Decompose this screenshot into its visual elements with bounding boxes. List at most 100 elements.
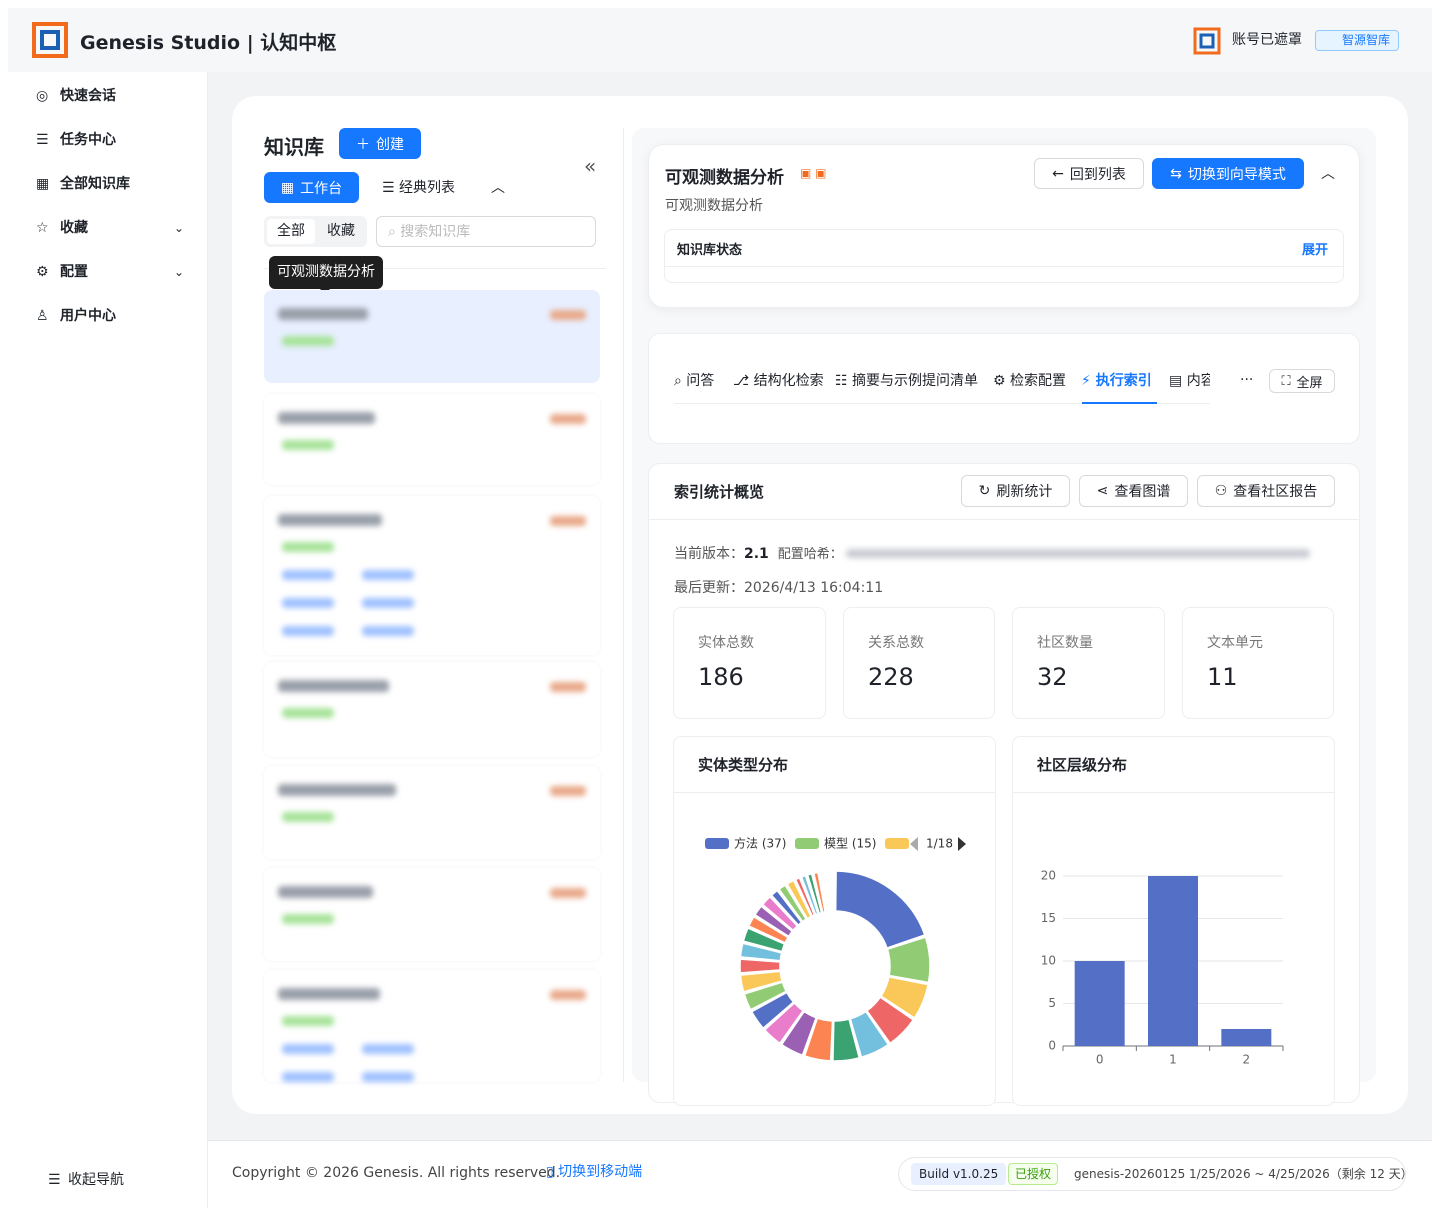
nav-item[interactable]: 收藏 [60, 220, 88, 236]
blur [282, 914, 334, 924]
search-box[interactable] [376, 216, 596, 247]
tabs: ⌕ 问答 ⎇ 结构化检索 ☷ 摘要与示例提问清单 ⚙ 检索配置 ⚡ 执行索引 ▤ 内容 [674, 370, 1210, 392]
y-tick-label: 5 [1048, 996, 1056, 1010]
collapse-nav[interactable]: 收起导航 [68, 1172, 124, 1188]
pie-slice [794, 877, 816, 917]
pie-slice [866, 996, 914, 1045]
expand[interactable]: 展开 [1302, 243, 1329, 258]
nav-item[interactable]: 任务中心 [60, 132, 116, 148]
collapse-panel[interactable]: « [584, 154, 597, 178]
chart-line [1013, 792, 1334, 793]
blur [550, 888, 586, 898]
blur [550, 414, 586, 424]
create-btn[interactable]: ＋ 创建 [339, 128, 421, 159]
pie-slice [763, 1002, 804, 1045]
updated: 2026/4/13 16:04:11 [744, 580, 884, 596]
kb-item[interactable] [264, 970, 600, 1082]
mobile-label: 切换到移动端 [558, 1164, 643, 1180]
y-tick-label: 15 [1041, 911, 1056, 925]
pie-slice [832, 1018, 861, 1062]
stat-card [1182, 607, 1334, 719]
sidebar [8, 72, 208, 1208]
tab-label: 检索配置 [1010, 373, 1067, 389]
license: 已授权 [1008, 1163, 1059, 1185]
index-title: 索引统计概览 [674, 483, 765, 501]
action-btn[interactable]: ⋖ 查看图谱 [1079, 475, 1188, 507]
pie-slice [743, 981, 787, 1011]
stat-value: 186 [698, 663, 744, 691]
pie-slice [748, 915, 789, 944]
bar [1148, 876, 1198, 1046]
legend-prev [910, 837, 918, 851]
blur [278, 308, 368, 320]
filter-all[interactable]: 全部 [267, 219, 315, 244]
tab[interactable]: ☷ 摘要与示例提问清单 [835, 373, 979, 389]
account-logo [1193, 27, 1221, 55]
pie-slice [834, 870, 926, 949]
nav-icon: ⚙ [36, 264, 49, 280]
tab-ink [1082, 402, 1157, 404]
switch-btn[interactable]: ⇆ 切换到向导模式 [1152, 158, 1304, 189]
pie-slice [806, 873, 823, 915]
blur [282, 1072, 334, 1082]
collapse-detail[interactable]: ︿ [1321, 166, 1335, 182]
bar [1221, 1029, 1272, 1046]
nav-item[interactable]: 全部知识库 [60, 176, 130, 192]
tab[interactable]: ⚡ 执行索引 [1081, 373, 1152, 389]
pie-slice [880, 976, 929, 1019]
version-row: 当前版本：2.1 配置哈希： [674, 544, 843, 565]
blur [278, 886, 373, 898]
nav-item[interactable]: 用户中心 [60, 308, 116, 324]
status-title: 知识库状态 [677, 243, 743, 258]
detail-subtitle: 可观测数据分析 [665, 198, 763, 214]
tab[interactable]: ⎇ 结构化检索 [733, 373, 824, 389]
nav-item[interactable]: 配置 [60, 264, 88, 280]
tab[interactable]: ⚙ 检索配置 [993, 373, 1067, 389]
blur [362, 1072, 414, 1082]
kb-item[interactable] [264, 394, 600, 485]
blur [282, 440, 334, 450]
version: 2.1 [744, 546, 769, 562]
footer-line [208, 1140, 1432, 1141]
copyright: Copyright © 2026 Genesis. All rights res… [232, 1165, 561, 1181]
toggle[interactable]: ︿ [491, 180, 505, 196]
blur [362, 570, 414, 580]
nav-chevron: ⌄ [174, 265, 185, 279]
view-classic[interactable]: ☰ 经典列表 [382, 180, 456, 196]
blur [282, 598, 334, 608]
license-pill [898, 1157, 1406, 1191]
more[interactable]: ··· [1240, 372, 1254, 388]
blur [550, 516, 586, 526]
nav-icon: ◎ [36, 88, 49, 104]
account: 账号已遮罩 [1232, 32, 1302, 48]
filter-fav[interactable]: 收藏 [327, 223, 355, 239]
y-tick-label: 0 [1048, 1039, 1056, 1053]
blur [282, 542, 334, 552]
nav-item[interactable]: 快速会话 [60, 88, 116, 104]
view-label: 经典列表 [399, 180, 456, 196]
view-workbench[interactable]: ▦ 工作台 [264, 172, 359, 203]
legend-label: 模型 (15) [824, 837, 876, 851]
updated-row: 最后更新：2026/4/13 16:04:11 [674, 578, 883, 598]
mobile-link[interactable]: ▯ 切换到移动端 [546, 1164, 643, 1180]
pie-slice [761, 896, 799, 932]
tab[interactable]: ⌕ 问答 [674, 373, 715, 389]
pie-slice [739, 942, 783, 962]
legend-label: 方法 (37) [734, 836, 786, 851]
back-label: 回到列表 [1069, 166, 1126, 183]
stat-label: 关系总数 [868, 635, 924, 651]
legend-page: 1/18 [926, 837, 953, 851]
fullscreen-btn[interactable]: ⛶ 全屏 [1269, 369, 1335, 393]
version-label: 当前版本： [674, 546, 744, 562]
blur [278, 988, 380, 1000]
blur [362, 1044, 414, 1054]
pie-slice [786, 879, 812, 920]
tab-label: 执行索引 [1095, 373, 1152, 389]
blur [282, 336, 334, 346]
tab-label: 摘要与示例提问清单 [852, 373, 979, 389]
action-btn[interactable]: ↻ 刷新统计 [961, 475, 1070, 507]
x-tick-label: 0 [1096, 1053, 1104, 1067]
back-btn[interactable]: ← 回到列表 [1034, 158, 1144, 189]
tab[interactable]: ▤ 内容 [1169, 370, 1210, 392]
action-btn[interactable]: ⚇ 查看社区报告 [1197, 475, 1335, 507]
